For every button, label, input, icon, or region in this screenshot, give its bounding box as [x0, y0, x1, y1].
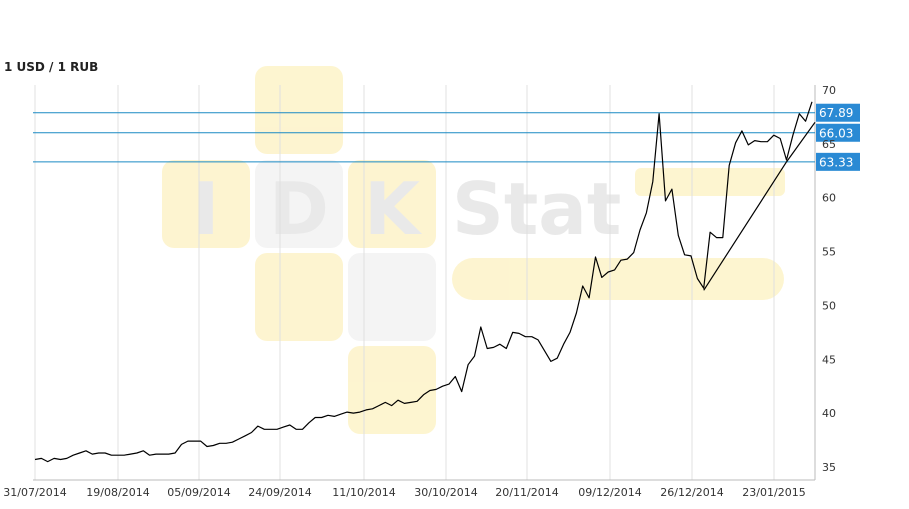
- x-tick-label: 11/10/2014: [332, 486, 395, 499]
- y-tick-label: 50: [822, 299, 836, 312]
- x-tick-label: 31/07/2014: [3, 486, 66, 499]
- trend-line-extension: [786, 121, 816, 163]
- x-tick-label: 30/10/2014: [414, 486, 477, 499]
- trend-line: [703, 161, 788, 291]
- x-tick-label: 20/11/2014: [495, 486, 558, 499]
- x-tick-label: 09/12/2014: [578, 486, 641, 499]
- level-label-box: [816, 103, 860, 122]
- level-label: 67.89: [819, 106, 853, 120]
- watermark-letter-d: D: [269, 167, 329, 251]
- x-tick-label: 24/09/2014: [248, 486, 311, 499]
- watermark-letter-i: I: [193, 167, 220, 251]
- usd-rub-series-line: [34, 101, 813, 463]
- level-label: 63.33: [819, 155, 853, 169]
- y-tick-label: 70: [822, 84, 836, 97]
- watermark-stat: Stat: [452, 167, 621, 251]
- y-tick-label: 40: [822, 407, 836, 420]
- level-label-box: [816, 152, 860, 171]
- y-tick-label: 55: [822, 246, 836, 259]
- level-label: 66.03: [819, 126, 853, 140]
- idkstat-watermark: I D K Stat: [162, 66, 785, 434]
- x-tick-label: 05/09/2014: [167, 486, 230, 499]
- level-label-box: [816, 123, 860, 142]
- x-tick-label: 23/01/2015: [742, 486, 805, 499]
- y-tick-label: 65: [822, 138, 836, 151]
- y-tick-label: 60: [822, 192, 836, 205]
- x-tick-label: 19/08/2014: [86, 486, 149, 499]
- chart-title: 1 USD / 1 RUB: [4, 60, 99, 74]
- x-tick-label: 26/12/2014: [660, 486, 723, 499]
- y-tick-label: 45: [822, 353, 836, 366]
- y-tick-label: 35: [822, 461, 836, 474]
- watermark-letter-k: K: [364, 167, 422, 251]
